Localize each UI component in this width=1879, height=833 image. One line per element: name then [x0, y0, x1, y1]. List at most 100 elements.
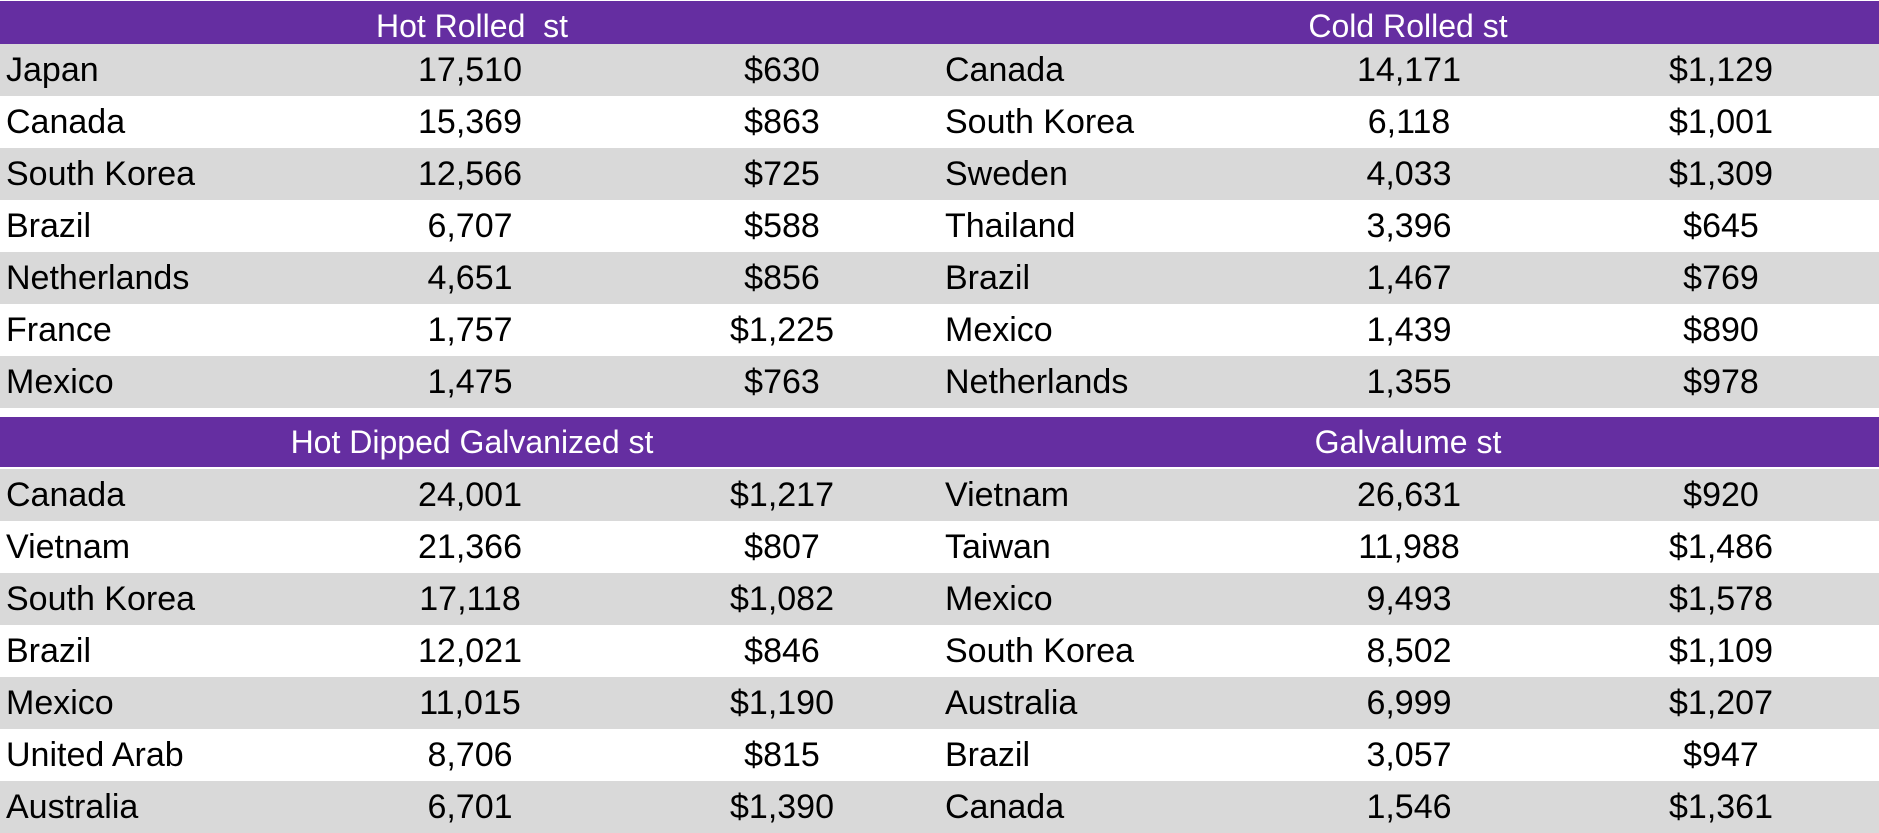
hot-rolled-tons: 4,651: [427, 259, 513, 297]
galvalume-price: $1,361: [1669, 788, 1773, 826]
cold-rolled-price: $1,129: [1669, 51, 1773, 89]
header-band-bottom: Hot Dipped Galvanized st Galvalume st: [0, 417, 1879, 467]
galvanized-tons: 6,701: [427, 788, 513, 826]
galvanized-country: Canada: [6, 476, 126, 514]
hot-rolled-country: Canada: [6, 103, 126, 141]
galvanized-tons: 24,001: [418, 476, 522, 514]
galvalume-tons: 26,631: [1357, 476, 1461, 514]
hot-rolled-tons: 17,510: [418, 51, 522, 89]
cold-rolled-price: $1,001: [1669, 103, 1773, 141]
hot-rolled-price: $588: [744, 207, 820, 245]
cold-rolled-price: $645: [1683, 207, 1759, 245]
hot-rolled-country: Mexico: [6, 363, 114, 401]
hot-rolled-price: $763: [744, 363, 820, 401]
section-title-hot-dipped-galvanized: Hot Dipped Galvanized st: [290, 424, 654, 460]
table-row: Canada 15,369 $863 South Korea 6,118 $1,…: [0, 96, 1879, 148]
table-row: Canada 24,001 $1,217 Vietnam 26,631 $920: [0, 469, 1879, 521]
section-title-cold-rolled: Cold Rolled st: [1308, 8, 1508, 44]
cold-rolled-country: Netherlands: [945, 363, 1129, 401]
cold-rolled-price: $890: [1683, 311, 1759, 349]
cold-rolled-price: $978: [1683, 363, 1759, 401]
hot-rolled-country: Netherlands: [6, 259, 190, 297]
table-row: Mexico 1,475 $763 Netherlands 1,355 $978: [0, 356, 1879, 408]
galvanized-price: $1,390: [730, 788, 834, 826]
hot-rolled-price: $1,225: [730, 311, 834, 349]
section-title-hot-rolled: Hot Rolled st: [375, 8, 569, 44]
galvalume-country: Vietnam: [945, 476, 1070, 514]
galvalume-price: $920: [1683, 476, 1759, 514]
galvalume-price: $947: [1683, 736, 1759, 774]
galvanized-price: $1,190: [730, 684, 834, 722]
galvanized-price: $846: [744, 632, 820, 670]
header-band-top: Hot Rolled st Cold Rolled st: [0, 1, 1879, 51]
cold-rolled-tons: 14,171: [1357, 51, 1461, 89]
table-row: Mexico 11,015 $1,190 Australia 6,999 $1,…: [0, 677, 1879, 729]
galvalume-country: South Korea: [945, 632, 1135, 670]
cold-rolled-tons: 4,033: [1366, 155, 1452, 193]
cold-rolled-country: Canada: [945, 51, 1065, 89]
cold-rolled-country: Mexico: [945, 311, 1053, 349]
table-row: Netherlands 4,651 $856 Brazil 1,467 $769: [0, 252, 1879, 304]
galvanized-country: South Korea: [6, 580, 196, 618]
cold-rolled-tons: 1,355: [1366, 363, 1452, 401]
galvalume-country: Australia: [945, 684, 1078, 722]
cold-rolled-country: Brazil: [945, 259, 1031, 297]
table-row: South Korea 12,566 $725 Sweden 4,033 $1,…: [0, 148, 1879, 200]
galvalume-tons: 6,999: [1366, 684, 1452, 722]
cold-rolled-tons: 1,467: [1366, 259, 1452, 297]
galvalume-tons: 1,546: [1366, 788, 1452, 826]
galvalume-tons: 9,493: [1366, 580, 1452, 618]
cold-rolled-tons: 3,396: [1366, 207, 1452, 245]
table-row: Japan 17,510 $630 Canada 14,171 $1,129: [0, 44, 1879, 96]
galvanized-tons: 21,366: [418, 528, 522, 566]
hot-rolled-country: Brazil: [6, 207, 92, 245]
galvalume-tons: 3,057: [1366, 736, 1452, 774]
cold-rolled-price: $1,309: [1669, 155, 1773, 193]
table-row: France 1,757 $1,225 Mexico 1,439 $890: [0, 304, 1879, 356]
hot-rolled-price: $725: [744, 155, 820, 193]
cold-rolled-country: South Korea: [945, 103, 1135, 141]
galvalume-country: Canada: [945, 788, 1065, 826]
galvalume-country: Brazil: [945, 736, 1031, 774]
hot-rolled-price: $863: [744, 103, 820, 141]
galvanized-country: United Arab: [6, 736, 184, 774]
hot-rolled-tons: 15,369: [418, 103, 522, 141]
table-row: United Arab 8,706 $815 Brazil 3,057 $947: [0, 729, 1879, 781]
galvalume-country: Taiwan: [945, 528, 1051, 566]
hot-rolled-country: Japan: [6, 51, 99, 89]
galvalume-price: $1,486: [1669, 528, 1773, 566]
galvanized-tons: 8,706: [427, 736, 513, 774]
table-row: Brazil 6,707 $588 Thailand 3,396 $645: [0, 200, 1879, 252]
hot-rolled-tons: 1,757: [427, 311, 513, 349]
table-row: Australia 6,701 $1,390 Canada 1,546 $1,3…: [0, 781, 1879, 833]
cold-rolled-country: Thailand: [945, 207, 1076, 245]
galvalume-price: $1,109: [1669, 632, 1773, 670]
galvanized-tons: 11,015: [419, 684, 521, 722]
table-row: Brazil 12,021 $846 South Korea 8,502 $1,…: [0, 625, 1879, 677]
galvanized-tons: 17,118: [419, 580, 521, 618]
hot-rolled-price: $630: [744, 51, 820, 89]
galvanized-price: $815: [744, 736, 820, 774]
cold-rolled-price: $769: [1683, 259, 1759, 297]
galvanized-tons: 12,021: [418, 632, 522, 670]
galvanized-country: Australia: [6, 788, 139, 826]
hot-rolled-country: South Korea: [6, 155, 196, 193]
galvalume-tons: 11,988: [1358, 528, 1460, 566]
cold-rolled-tons: 6,118: [1367, 103, 1451, 141]
hot-rolled-tons: 1,475: [427, 363, 513, 401]
hot-rolled-country: France: [6, 311, 112, 349]
galvanized-country: Brazil: [6, 632, 92, 670]
cold-rolled-country: Sweden: [945, 155, 1068, 193]
galvanized-country: Mexico: [6, 684, 114, 722]
galvalume-price: $1,207: [1669, 684, 1773, 722]
section-title-galvalume: Galvalume st: [1314, 424, 1502, 460]
table-row: Vietnam 21,366 $807 Taiwan 11,988 $1,486: [0, 521, 1879, 573]
galvanized-country: Vietnam: [6, 528, 131, 566]
hot-rolled-tons: 6,707: [427, 207, 513, 245]
galvalume-country: Mexico: [945, 580, 1053, 618]
cold-rolled-tons: 1,439: [1366, 311, 1452, 349]
hot-rolled-price: $856: [744, 259, 820, 297]
galvanized-price: $1,217: [730, 476, 834, 514]
table-row: South Korea 17,118 $1,082 Mexico 9,493 $…: [0, 573, 1879, 625]
